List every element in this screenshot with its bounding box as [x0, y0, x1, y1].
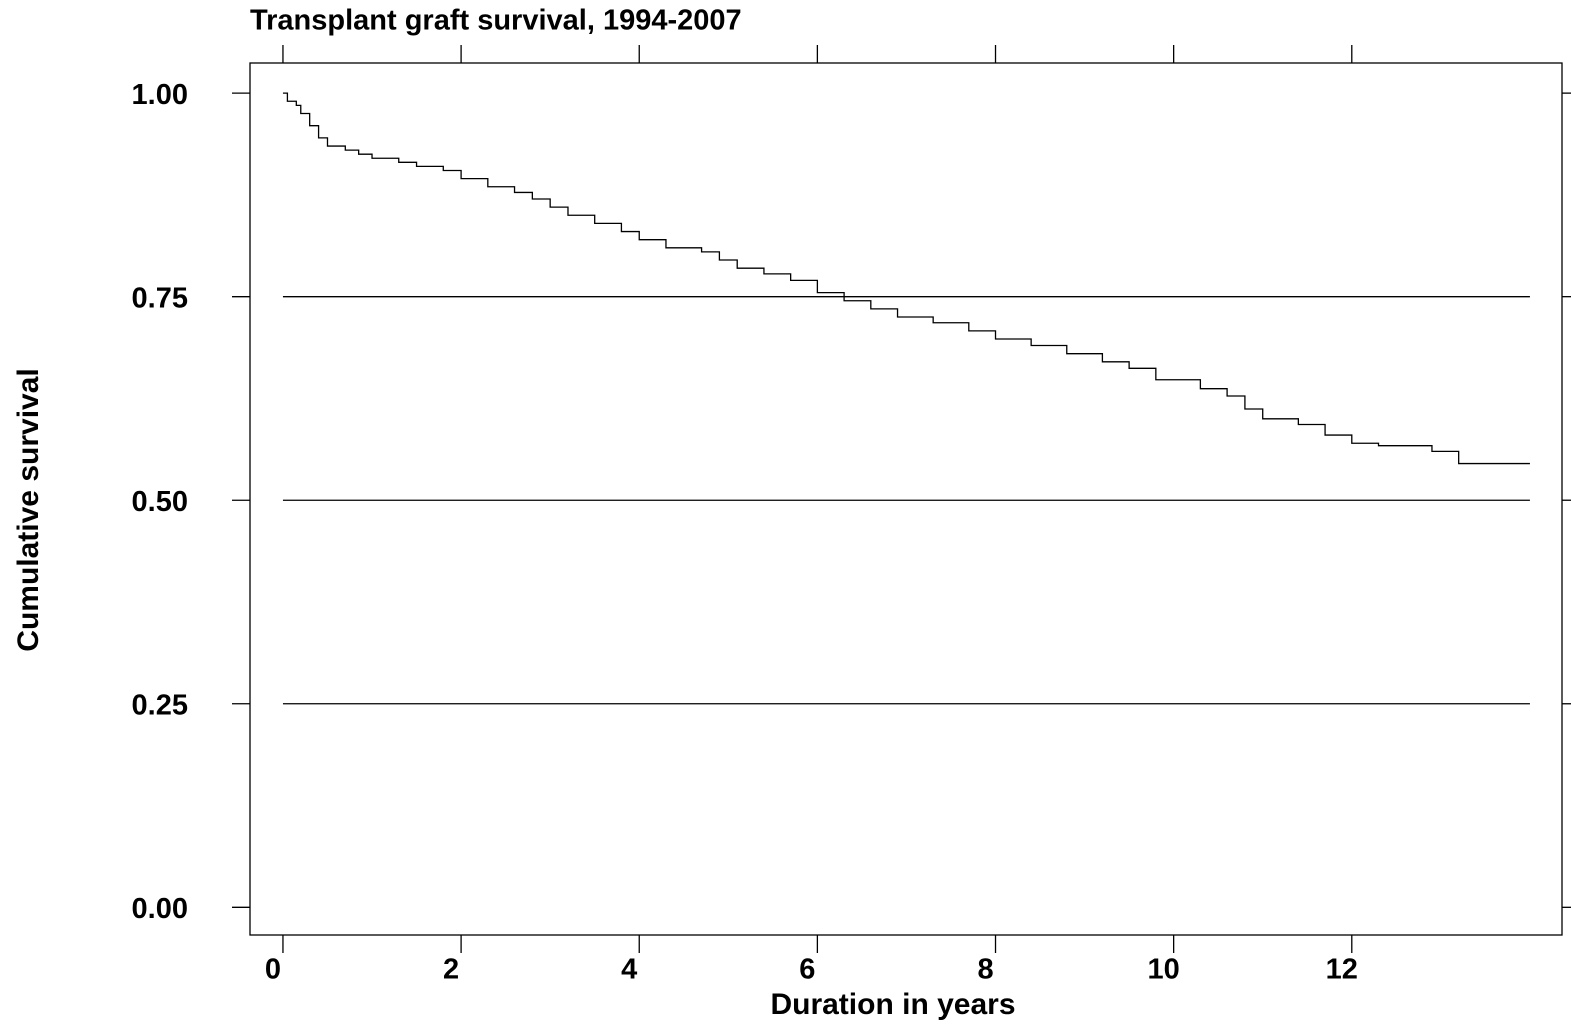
chart-title: Transplant graft survival, 1994-2007: [250, 5, 742, 37]
y-tick-label: 1.00: [132, 79, 188, 111]
x-tick-label: 6: [799, 954, 815, 986]
x-tick-label: 8: [977, 954, 993, 986]
y-tick-label: 0.50: [132, 486, 188, 518]
plot-frame: [249, 62, 1563, 936]
y-tick-label: 0.75: [132, 282, 188, 314]
x-tick-label: 10: [1148, 954, 1180, 986]
x-axis-label: Duration in years: [770, 988, 1015, 1021]
y-tick-label: 0.00: [132, 893, 188, 925]
x-tick-label: 12: [1326, 954, 1358, 986]
survival-line: [282, 92, 1530, 465]
y-axis-label: Cumulative survival: [12, 368, 45, 651]
y-tick-label: 0.25: [132, 689, 188, 721]
x-tick-label: 0: [265, 954, 281, 986]
x-tick-label: 4: [621, 954, 637, 986]
x-tick-label: 2: [443, 954, 459, 986]
